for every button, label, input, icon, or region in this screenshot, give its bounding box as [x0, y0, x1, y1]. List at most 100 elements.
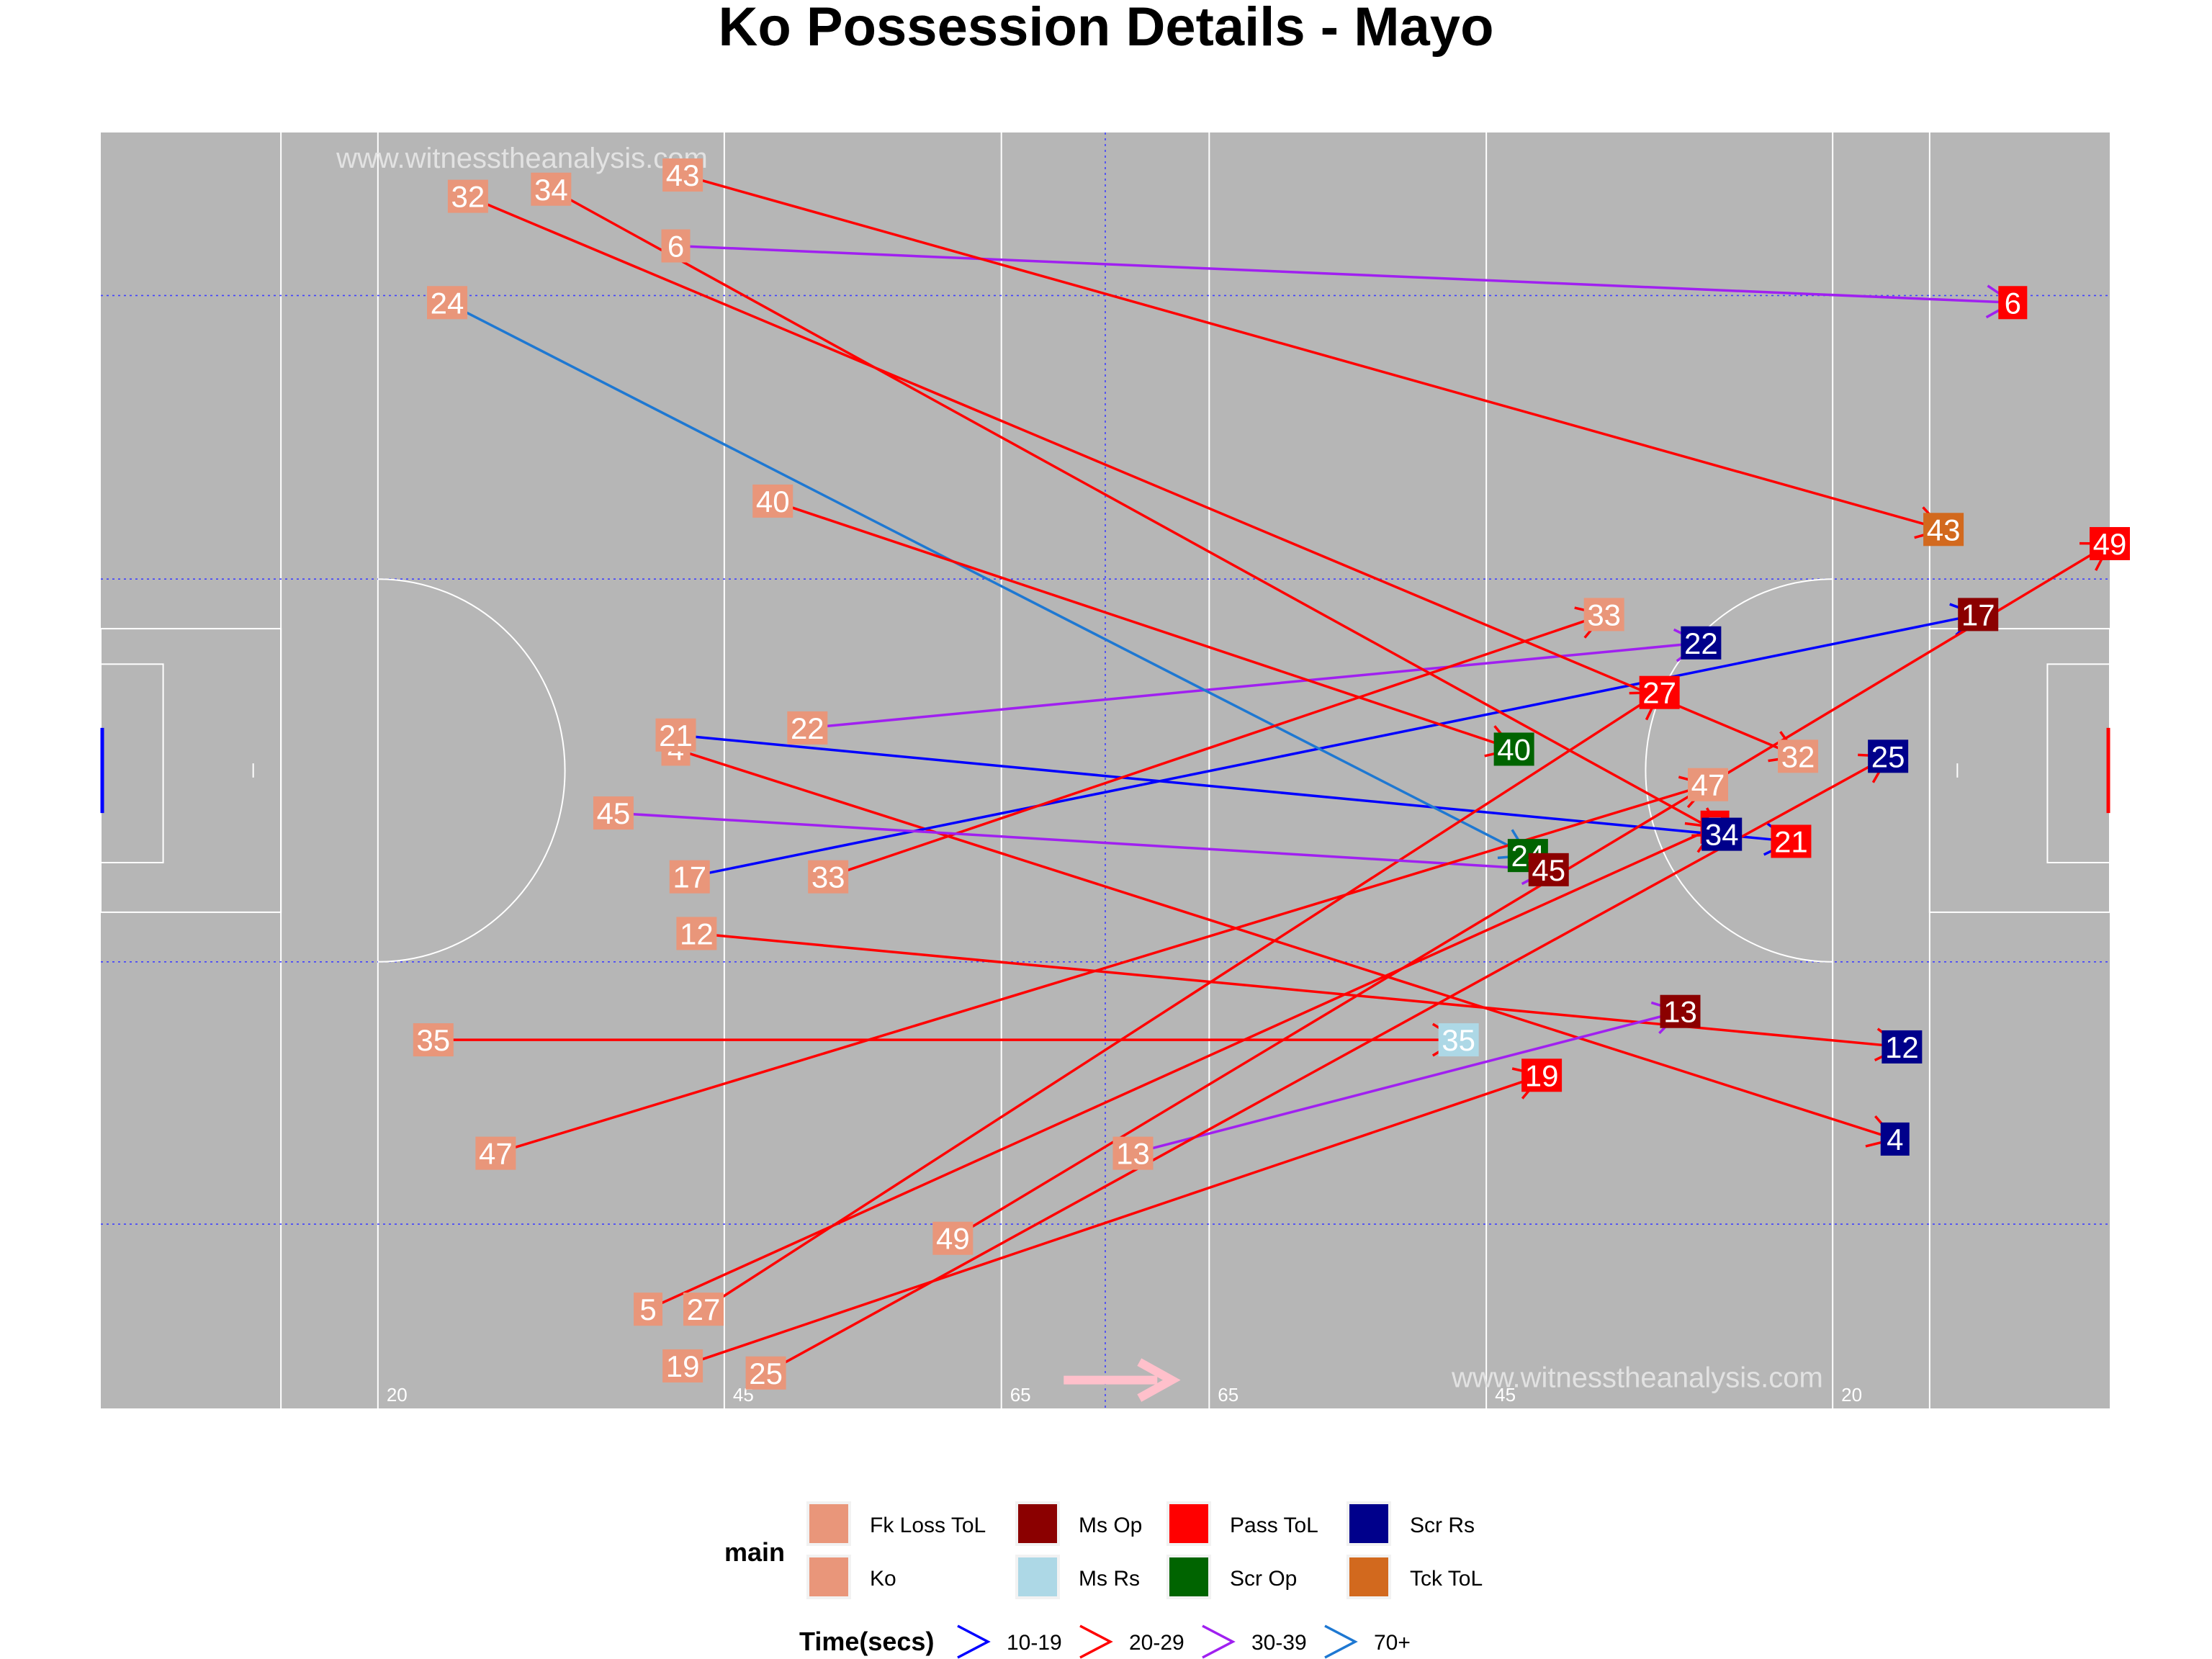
watermark-text: www.witnesstheanalysis.com	[336, 143, 708, 174]
end-label-box	[1923, 513, 1964, 547]
distance-label: 45	[1495, 1384, 1516, 1406]
end-label: 22	[1684, 626, 1718, 660]
end-label: 34	[1705, 818, 1739, 852]
possession-arrow-line	[807, 642, 1701, 729]
start-label: 19	[666, 1349, 700, 1383]
legend-label: Ms Op	[1079, 1514, 1142, 1537]
distance-label: 20	[387, 1384, 408, 1406]
legend-swatch	[809, 1557, 848, 1596]
legend-time-label: 20-29	[1129, 1631, 1184, 1655]
start-label-box	[475, 1136, 516, 1170]
start-label: 17	[673, 860, 706, 894]
legend-label: Tck ToL	[1410, 1567, 1483, 1591]
end-label: 47	[1691, 768, 1725, 802]
legend-label: Fk Loss ToL	[870, 1514, 986, 1537]
start-label-box	[745, 1356, 786, 1390]
direction-arrow-head	[1137, 1358, 1181, 1402]
start-label-box	[662, 158, 703, 192]
end-label: 4	[1887, 1123, 1903, 1156]
start-label: 35	[416, 1023, 450, 1057]
end-label-box	[1639, 675, 1680, 709]
start-label-box	[752, 484, 793, 518]
start-label-box	[676, 917, 717, 950]
distance-label: 20	[1841, 1384, 1862, 1406]
end-label: 33	[1587, 598, 1621, 631]
start-label: 6	[667, 230, 684, 264]
start-label: 45	[597, 796, 631, 830]
legend-time-arrow	[957, 1624, 991, 1659]
start-label: 33	[811, 860, 845, 894]
start-label: 12	[680, 917, 714, 950]
end-label-box	[1958, 598, 1999, 631]
start-label: 13	[1116, 1137, 1150, 1171]
left-arc	[377, 578, 566, 963]
legend-swatch	[1169, 1557, 1208, 1596]
end-label-box	[1438, 1023, 1479, 1057]
legend-label: Ko	[870, 1567, 896, 1591]
start-label: 40	[756, 485, 790, 518]
end-label: 27	[1642, 676, 1676, 710]
possession-arrow-line	[675, 734, 1791, 843]
end-label-box	[1998, 286, 2028, 320]
end-label: 12	[1885, 1030, 1919, 1064]
start-label: 47	[479, 1137, 513, 1171]
start-label-box	[634, 1292, 663, 1326]
possession-arrow-line	[613, 811, 1549, 871]
start-label: 34	[534, 173, 568, 207]
start-label-box	[447, 179, 488, 213]
end-label-box	[1493, 732, 1534, 766]
legend-time-title: Time(secs)	[799, 1627, 934, 1656]
end-label-box	[1771, 824, 1812, 858]
possession-arrow-line	[682, 1074, 1542, 1367]
start-label-box	[661, 229, 691, 263]
end-label-box	[1528, 853, 1569, 886]
possession-arrow-line	[675, 244, 2013, 305]
legend-main-title: main	[724, 1537, 785, 1567]
legend-time-arrow	[1324, 1624, 1358, 1659]
legend-swatch	[1349, 1557, 1388, 1596]
possession-arrow-line	[765, 755, 1889, 1375]
legend-time-label: 70+	[1374, 1631, 1411, 1655]
legend-swatch	[1169, 1504, 1208, 1543]
distance-label: 65	[1218, 1384, 1238, 1406]
end-label: 19	[1525, 1058, 1559, 1092]
legend-label: Ms Rs	[1079, 1567, 1140, 1591]
possession-arrow-line	[1133, 1010, 1681, 1155]
end-label: 25	[1871, 739, 1905, 773]
start-label-box	[683, 1292, 724, 1326]
start-label: 21	[659, 719, 693, 752]
legend-swatch	[1018, 1557, 1057, 1596]
start-label: 24	[431, 286, 464, 320]
chart-title: Ko Possession Details - Mayo	[718, 0, 1494, 58]
end-label-box	[1701, 817, 1743, 851]
start-label: 49	[936, 1222, 970, 1256]
end-label: 40	[1497, 732, 1531, 766]
start-label: 43	[666, 158, 700, 192]
possession-arrow-line	[952, 542, 2110, 1240]
legend-time-arrow	[1202, 1624, 1236, 1659]
start-label-box	[787, 711, 828, 745]
legend-label: Scr Rs	[1410, 1514, 1475, 1537]
possession-arrow-line	[467, 194, 1799, 757]
legend-time-label: 30-39	[1251, 1631, 1307, 1655]
legend-time-arrow	[1079, 1624, 1113, 1659]
legend-swatch	[809, 1504, 848, 1543]
start-label: 27	[687, 1292, 721, 1326]
right-arc	[1645, 578, 1833, 963]
end-label-box	[2090, 526, 2130, 560]
start-label-box	[427, 286, 468, 320]
end-label: 35	[1442, 1023, 1475, 1057]
start-label-box	[531, 172, 572, 206]
end-label: 43	[1927, 513, 1961, 547]
possession-arrow-line	[495, 783, 1709, 1155]
start-label-box	[669, 860, 710, 894]
possession-arrow-line	[550, 188, 1723, 836]
end-label: 45	[1532, 853, 1565, 887]
start-label-box	[655, 718, 696, 752]
start-label: 22	[791, 711, 824, 745]
possession-arrow-line	[772, 500, 1515, 751]
end-label: 21	[1774, 824, 1808, 858]
start-label: 5	[639, 1292, 656, 1326]
end-label: 17	[1961, 598, 1995, 631]
